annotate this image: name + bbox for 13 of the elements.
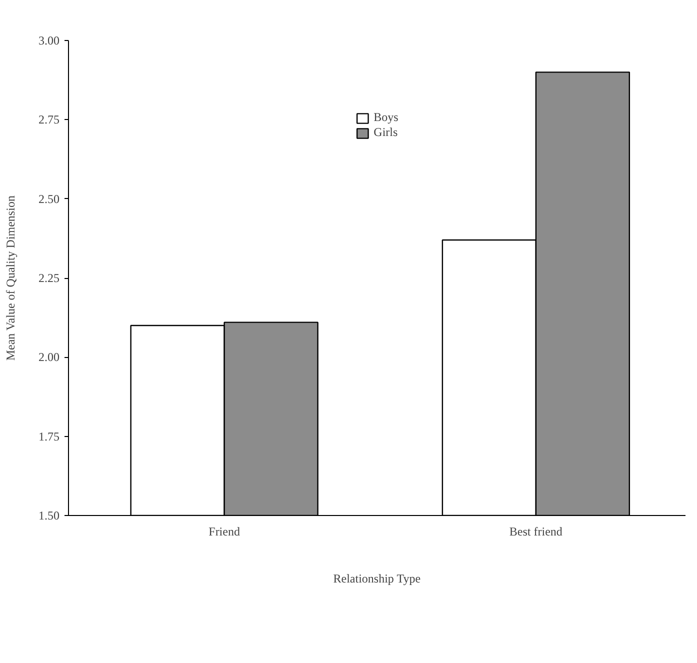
legend-label: Girls	[374, 125, 398, 140]
y-tick-label: 2.25	[38, 271, 60, 285]
y-tick-label: 2.50	[38, 192, 60, 206]
y-tick-label: 2.75	[38, 112, 60, 127]
x-axis-title: Relationship Type	[333, 572, 421, 586]
legend-label: Boys	[374, 110, 398, 125]
y-tick-label: 1.75	[38, 429, 60, 444]
y-tick-label: 3.00	[38, 34, 60, 48]
y-axis-title: Mean Value of Quality Dimension	[4, 196, 18, 361]
x-tick-label: Best friend	[509, 524, 562, 538]
x-tick-label: Friend	[208, 524, 240, 538]
y-tick-label: 2.00	[38, 350, 60, 364]
y-tick-label: 1.50	[38, 508, 60, 522]
